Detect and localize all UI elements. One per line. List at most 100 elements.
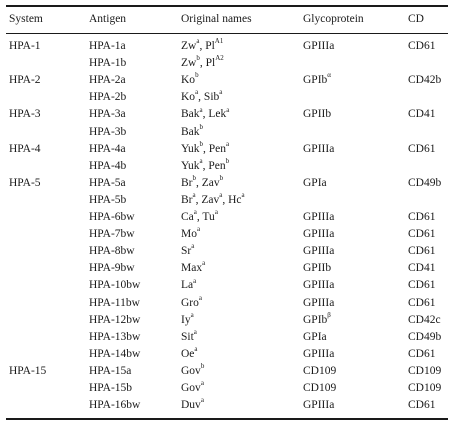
glycoprotein-text: GPIIIa <box>303 245 335 258</box>
cell-cd: CD42c <box>408 313 441 326</box>
original-name-superscript: a <box>192 191 196 200</box>
cell-cd: CD61 <box>408 399 436 412</box>
original-name-superscript: a <box>226 139 230 148</box>
original-name-superscript: a <box>200 396 204 405</box>
cell-original-names: Govb <box>181 363 204 380</box>
original-name-text: , Zav <box>195 193 220 206</box>
original-name-superscript: a <box>198 293 202 302</box>
cell-original-names: Bra, Zava, Hca <box>181 192 245 209</box>
cell-glycoprotein: GPIIIa <box>303 397 334 414</box>
original-name-text: Ko <box>181 74 196 87</box>
cell-original-names: Duva <box>181 397 204 414</box>
original-name-text: Gov <box>181 382 201 394</box>
original-name-text: Yuk <box>181 142 200 155</box>
original-name-text: Yuk <box>181 159 200 172</box>
glycoprotein-text: CD109 <box>303 364 337 377</box>
glycoprotein-text: GPIIb <box>303 108 332 121</box>
glycoprotein-text: GPIa <box>303 330 327 343</box>
original-name-text: Sit <box>181 330 194 343</box>
original-name-text: , Hc <box>222 193 242 206</box>
original-name-superscript: a <box>241 191 245 200</box>
original-name-text: Gro <box>181 296 199 309</box>
original-name-text: , Sib <box>198 91 220 104</box>
original-name-superscript: b <box>225 156 230 165</box>
original-name-text: Gov <box>181 364 201 377</box>
cell-system: HPA-15 <box>9 364 47 377</box>
cell-cd: CD49b <box>408 330 442 343</box>
original-name-superscript: a <box>200 379 204 388</box>
original-name-superscript: a <box>190 310 194 319</box>
cell-original-names: Sra <box>181 243 194 260</box>
table-row: HPA-5 HPA-5a Brb, Zavb GPIa CD49b <box>0 174 454 192</box>
cell-antigen: HPA-16bw <box>89 399 141 412</box>
cell-glycoprotein: GPIIIa <box>303 38 334 55</box>
glycoprotein-superscript: α <box>327 71 331 80</box>
original-name-superscript: b <box>199 122 204 131</box>
cell-antigen: HPA-6bw <box>89 211 135 223</box>
cell-cd: CD61 <box>408 347 436 360</box>
cell-glycoprotein: GPIIIa <box>303 295 334 312</box>
cell-glycoprotein: CD109 <box>303 380 336 397</box>
cell-cd: CD41 <box>408 262 436 275</box>
glycoprotein-text: GPIa <box>303 176 327 189</box>
original-name-text: Iy <box>181 313 191 326</box>
table-row: HPA-9bw Maxa GPIIb CD41 <box>0 260 454 277</box>
cell-glycoprotein: GPIIb <box>303 106 331 123</box>
original-name-superscript: a <box>194 344 198 353</box>
cell-antigen: HPA-5a <box>89 176 126 189</box>
cell-original-names: Baka, Leka <box>181 106 229 123</box>
original-name-text: , Tu <box>196 211 215 223</box>
cell-original-names: Yuka, Penb <box>181 156 230 175</box>
cell-antigen: HPA-12bw <box>89 313 141 326</box>
original-name-text: Ko <box>181 91 196 104</box>
cell-cd: CD42b <box>408 74 442 87</box>
table-row: HPA-5b Bra, Zava, Hca <box>0 192 454 209</box>
original-name-text: Br <box>181 176 193 189</box>
original-name-superscript: b <box>195 71 199 80</box>
cell-antigen: HPA-11bw <box>89 296 140 309</box>
original-name-text: , Pl <box>199 57 216 70</box>
cell-antigen: HPA-1a <box>89 40 126 52</box>
original-name-superscript: b <box>199 139 204 148</box>
cell-glycoprotein: GPIIIa <box>303 346 334 363</box>
table-row: HPA-1b Zwb, PlA2 <box>0 55 454 72</box>
glycoprotein-text: GPIIIa <box>303 296 335 309</box>
table-top-rule <box>6 5 448 7</box>
glycoprotein-text: GPIIIa <box>303 211 335 223</box>
table-row: HPA-13bw Sita GPIa CD49b <box>0 328 454 346</box>
cell-antigen: HPA-10bw <box>89 279 141 292</box>
table-row: HPA-3 HPA-3a Baka, Leka GPIIb CD41 <box>0 106 454 123</box>
cell-glycoprotein: GPIIIa <box>303 209 334 226</box>
cell-glycoprotein: GPIIb <box>303 260 331 277</box>
table-row: HPA-7bw Moa GPIIIa CD61 <box>0 226 454 243</box>
table-row: HPA-6bw Caa, Tua GPIIIa CD61 <box>0 209 454 226</box>
original-name-text: , Pen <box>202 159 226 172</box>
cell-cd: CD41 <box>408 108 436 121</box>
original-name-superscript: a <box>191 242 195 251</box>
table-header-row: System Antigen Original names Glycoprote… <box>0 11 454 28</box>
cell-original-names: Maxa <box>181 260 205 277</box>
cell-original-names: Sita <box>181 328 197 346</box>
glycoprotein-text: GPIIIa <box>303 399 335 412</box>
original-name-text: Sr <box>181 245 192 258</box>
glycoprotein-text: GPIIIa <box>303 228 335 241</box>
original-name-text: , Pl <box>199 40 215 52</box>
cell-glycoprotein: CD109 <box>303 363 336 380</box>
table-row: HPA-4b Yuka, Penb <box>0 156 454 175</box>
table-row: HPA-3b Bakb <box>0 122 454 141</box>
cell-antigen: HPA-13bw <box>89 330 141 343</box>
cell-cd: CD61 <box>408 279 436 292</box>
original-name-text: Zw <box>181 57 197 70</box>
glycoprotein-text: GPIIIa <box>303 40 335 52</box>
cell-antigen: HPA-5b <box>89 193 127 206</box>
cell-cd: CD49b <box>408 176 442 189</box>
original-name-text: Br <box>181 193 193 206</box>
original-name-superscript: a <box>196 225 201 234</box>
original-name-text: Zw <box>181 40 197 52</box>
table-row: HPA-16bw Duva GPIIIa CD61 <box>0 397 454 414</box>
original-name-superscript: a <box>202 259 206 268</box>
original-name-text: Bak <box>181 108 200 121</box>
header-cd: CD <box>408 13 424 25</box>
cell-glycoprotein: GPIbβ <box>303 311 331 329</box>
